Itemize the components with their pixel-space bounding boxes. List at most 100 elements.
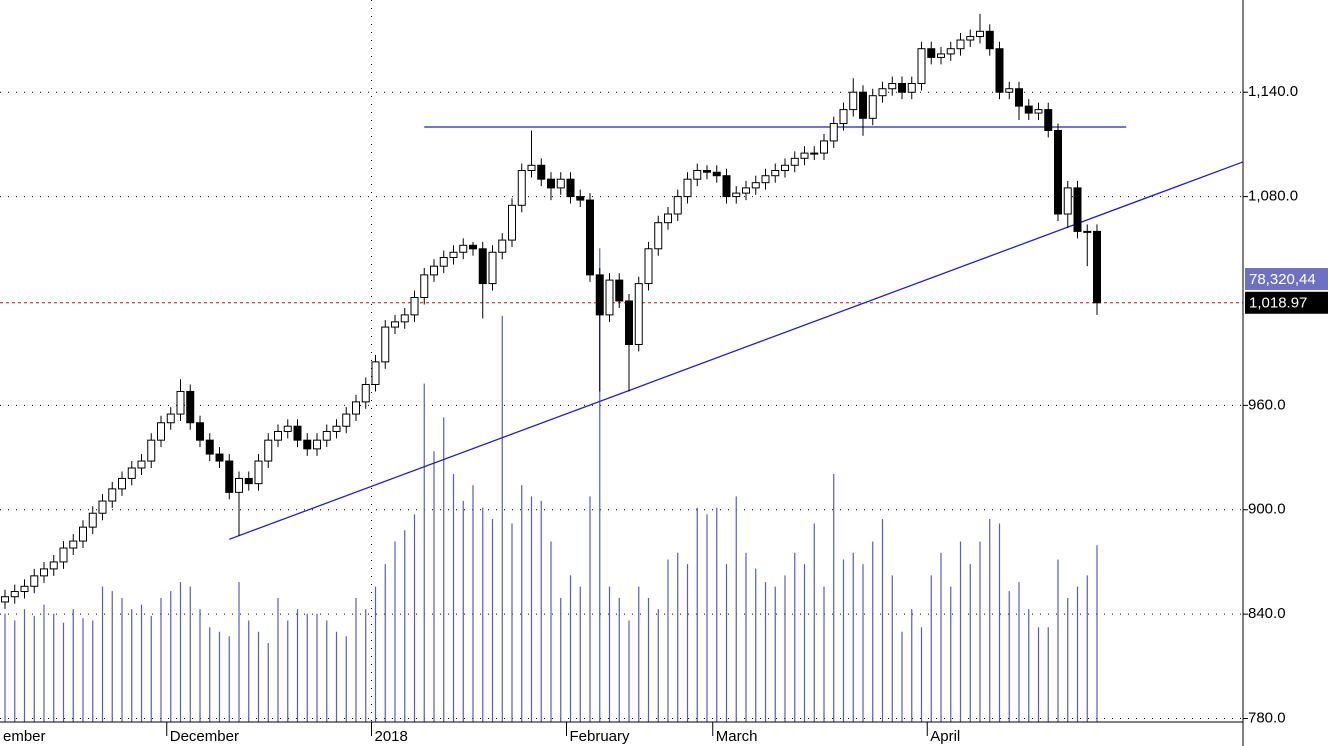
candle-body	[595, 274, 604, 316]
last-volume-box	[1245, 268, 1328, 290]
candle-body	[498, 239, 507, 253]
candle-body	[1, 596, 9, 603]
candle-body	[449, 251, 458, 258]
candle-body	[1044, 109, 1053, 131]
candle-body	[10, 591, 19, 598]
candle-body	[771, 169, 780, 177]
candle-body	[829, 123, 838, 142]
candle-body	[420, 274, 429, 298]
candle-body	[391, 321, 399, 328]
candle-body	[1015, 88, 1023, 107]
candle-body	[1005, 88, 1014, 93]
candle-body	[69, 540, 78, 549]
x-tick-label: ember	[3, 728, 46, 745]
candle-body	[332, 425, 341, 432]
candle-body	[361, 383, 370, 403]
candle-body	[625, 300, 633, 345]
candle-body	[313, 439, 321, 450]
candle-body	[40, 568, 48, 577]
candle-body	[49, 561, 58, 570]
candle-body	[664, 213, 672, 224]
candle-body	[283, 425, 292, 432]
last-close-box	[1245, 291, 1328, 314]
candle-body	[225, 460, 234, 493]
candle-body	[98, 500, 107, 514]
candle-body	[469, 244, 477, 250]
candle-body	[683, 178, 692, 198]
candle-body	[1083, 230, 1092, 233]
candle-body	[79, 526, 87, 542]
candle-body	[166, 413, 175, 424]
candle-body	[712, 171, 721, 177]
candle-body	[176, 390, 185, 415]
candle-body	[1054, 129, 1062, 215]
candle-body	[937, 53, 945, 58]
candle-body	[400, 314, 409, 323]
candle-body	[439, 256, 448, 267]
x-tick-label: December	[170, 728, 239, 745]
candle-body	[254, 460, 263, 485]
candle-body	[888, 83, 897, 90]
candle-body	[859, 91, 867, 119]
candle-body	[20, 585, 29, 593]
candle-body	[820, 140, 828, 154]
y-tick-label: 1,140.0	[1248, 83, 1298, 100]
y-tick-label: 960.0	[1248, 396, 1286, 413]
y-tick-label: 840.0	[1248, 605, 1286, 622]
candle-body	[59, 547, 68, 563]
candle-body	[537, 164, 546, 180]
candle-body	[956, 39, 965, 50]
candle-body	[654, 222, 663, 250]
candle-body	[586, 199, 594, 276]
candle-body	[644, 248, 653, 285]
candle-body	[264, 439, 273, 462]
candle-body	[566, 178, 575, 198]
candle-body	[615, 279, 624, 302]
candle-body	[186, 390, 195, 424]
candle-body	[381, 326, 390, 363]
candle-body	[946, 48, 955, 55]
candle-body	[235, 477, 243, 493]
candle-body	[878, 88, 887, 97]
y-tick-label: 780.0	[1248, 709, 1286, 726]
candle-body	[508, 204, 516, 241]
candle-body	[985, 30, 994, 50]
candle-body	[371, 361, 380, 385]
candle-body	[459, 244, 468, 253]
candle-body	[673, 196, 682, 215]
candle-body	[352, 401, 360, 415]
x-tick-label: 2018	[375, 728, 408, 745]
candle-body	[215, 453, 224, 462]
candle-body	[157, 422, 165, 441]
candle-body	[634, 283, 643, 345]
candle-body	[781, 164, 789, 171]
candle-body	[751, 182, 760, 189]
x-tick-label: April	[930, 728, 960, 745]
candle-body	[849, 91, 858, 111]
candle-body	[790, 157, 799, 166]
candle-body	[1063, 187, 1072, 215]
candle-body	[137, 460, 146, 469]
candle-body	[917, 48, 926, 85]
candle-body	[205, 439, 214, 455]
candle-body	[907, 83, 916, 93]
candle-body	[732, 192, 741, 198]
candle-body	[722, 175, 731, 198]
candle-body	[576, 196, 585, 201]
candle-body	[118, 477, 126, 490]
candle-body	[244, 477, 253, 485]
last-close-label: 1,018.97	[1249, 295, 1307, 312]
candle-body	[556, 178, 565, 189]
candle-body	[488, 251, 497, 285]
y-tick-label: 1,080.0	[1248, 188, 1298, 205]
candle-body	[761, 175, 770, 184]
x-tick-label: March	[716, 728, 758, 745]
candle-body	[108, 488, 117, 502]
candle-body	[966, 36, 975, 41]
candle-body	[927, 48, 936, 58]
candle-body	[605, 279, 614, 316]
candle-body	[1034, 109, 1043, 114]
candle-body	[527, 164, 536, 171]
